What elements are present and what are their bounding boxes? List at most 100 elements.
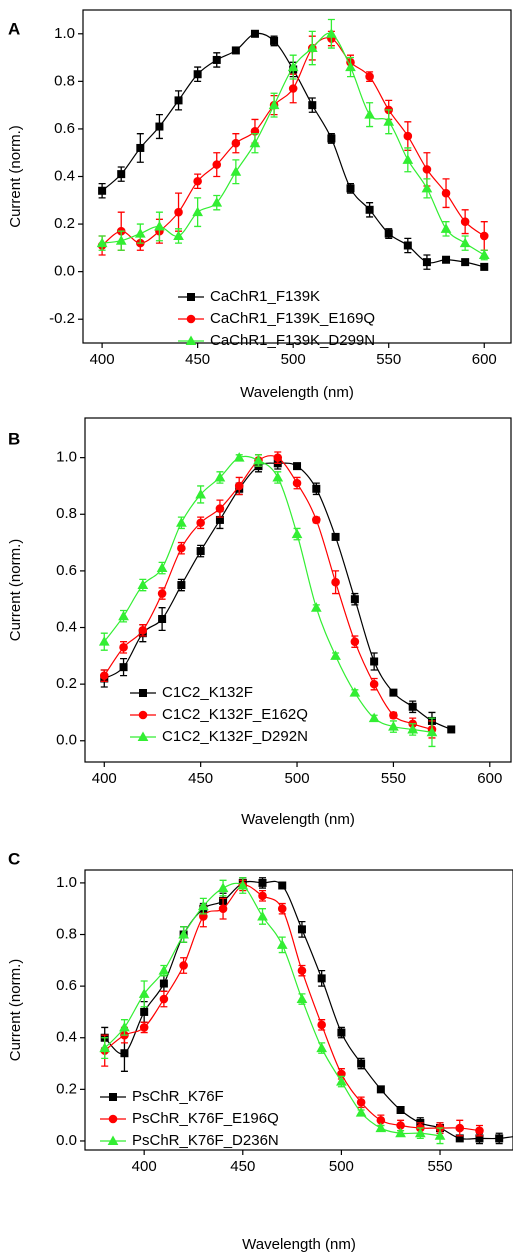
marker [306, 42, 318, 53]
marker [218, 904, 228, 914]
marker [98, 636, 110, 646]
y-axis-label: Current (norm.) [7, 959, 24, 1062]
marker [174, 207, 183, 217]
marker [237, 879, 249, 890]
marker [140, 1007, 149, 1016]
marker [270, 36, 279, 45]
marker [312, 515, 321, 525]
marker [159, 979, 168, 988]
marker [365, 72, 374, 81]
x-tick-label: 600 [472, 351, 497, 368]
legend-label: CaChR1_F139K [210, 288, 320, 305]
marker [176, 517, 187, 527]
fit-line [104, 880, 513, 1140]
legend-label: CaChR1_F139K_E169Q [210, 310, 375, 327]
y-axis-label: Current (norm.) [7, 125, 24, 228]
marker [156, 562, 168, 573]
marker [460, 217, 470, 226]
marker [495, 1134, 504, 1143]
legend-marker [186, 314, 196, 324]
marker [272, 471, 284, 482]
marker [196, 547, 205, 556]
y-tick-label: 0.0 [56, 1132, 77, 1149]
y-tick-label: 0.2 [54, 215, 75, 232]
marker [375, 1122, 387, 1133]
marker [408, 702, 417, 711]
marker [197, 900, 209, 911]
marker [369, 679, 379, 689]
y-tick-label: 1.0 [56, 449, 77, 466]
marker [421, 182, 433, 193]
marker [178, 928, 189, 939]
y-tick-label: 0.2 [56, 1080, 77, 1097]
marker [331, 577, 340, 587]
marker [349, 687, 361, 697]
marker [138, 988, 150, 998]
marker [357, 1059, 366, 1068]
marker [277, 904, 287, 914]
marker [177, 543, 186, 553]
marker [120, 1049, 129, 1058]
y-tick-label: 0.0 [54, 263, 75, 280]
marker [350, 637, 360, 646]
marker [258, 891, 267, 901]
legend-marker [107, 1135, 119, 1145]
x-tick-label: 450 [188, 770, 213, 787]
marker [440, 223, 452, 233]
marker [292, 478, 302, 488]
marker [414, 1127, 426, 1138]
marker [217, 882, 229, 893]
fit-line [103, 455, 433, 731]
marker [119, 643, 128, 652]
marker [365, 205, 374, 214]
marker [231, 138, 241, 148]
marker [441, 188, 451, 198]
marker [230, 166, 242, 176]
y-tick-label: 0.8 [54, 72, 75, 89]
marker [99, 671, 109, 680]
panel: A Current (norm.) Wavelength (nm) -0.2 0.0 0.… [7, 9, 512, 401]
y-axis-label: Current (norm.) [7, 539, 24, 642]
marker [159, 994, 169, 1004]
marker [158, 965, 170, 975]
marker [268, 99, 280, 110]
marker [296, 993, 308, 1004]
x-axis-label: Wavelength (nm) [241, 811, 355, 828]
marker [384, 229, 393, 238]
fit-line [103, 455, 433, 733]
y-tick-label: 0.0 [56, 732, 77, 749]
y-tick-label: 0.4 [54, 167, 75, 184]
marker [233, 452, 245, 462]
marker [195, 488, 207, 499]
marker [455, 1123, 465, 1133]
marker [447, 725, 456, 734]
marker [402, 154, 414, 164]
legend-marker [137, 731, 149, 741]
legend-label: CaChR1_F139K_D299N [210, 332, 375, 349]
x-tick-label: 550 [376, 351, 401, 368]
legend-label: PsChR_K76F_E196Q [132, 1110, 279, 1127]
marker [231, 46, 240, 55]
x-tick-label: 500 [281, 351, 306, 368]
plot-frame [84, 417, 512, 763]
marker [234, 481, 244, 491]
marker [355, 1107, 367, 1117]
marker [327, 134, 336, 143]
panel-label: B [8, 429, 20, 448]
legend-label: C1C2_K132F [162, 684, 253, 701]
x-tick-label: 400 [92, 770, 117, 787]
marker [312, 484, 321, 493]
marker [383, 116, 395, 126]
marker [193, 176, 202, 186]
marker [389, 710, 398, 720]
marker [288, 84, 298, 93]
marker [173, 230, 184, 240]
x-tick-label: 450 [230, 1158, 255, 1175]
marker [330, 650, 341, 660]
y-tick-label: -0.2 [49, 310, 75, 327]
marker [461, 258, 470, 267]
marker [364, 109, 375, 119]
marker [478, 249, 490, 259]
marker [137, 579, 149, 590]
